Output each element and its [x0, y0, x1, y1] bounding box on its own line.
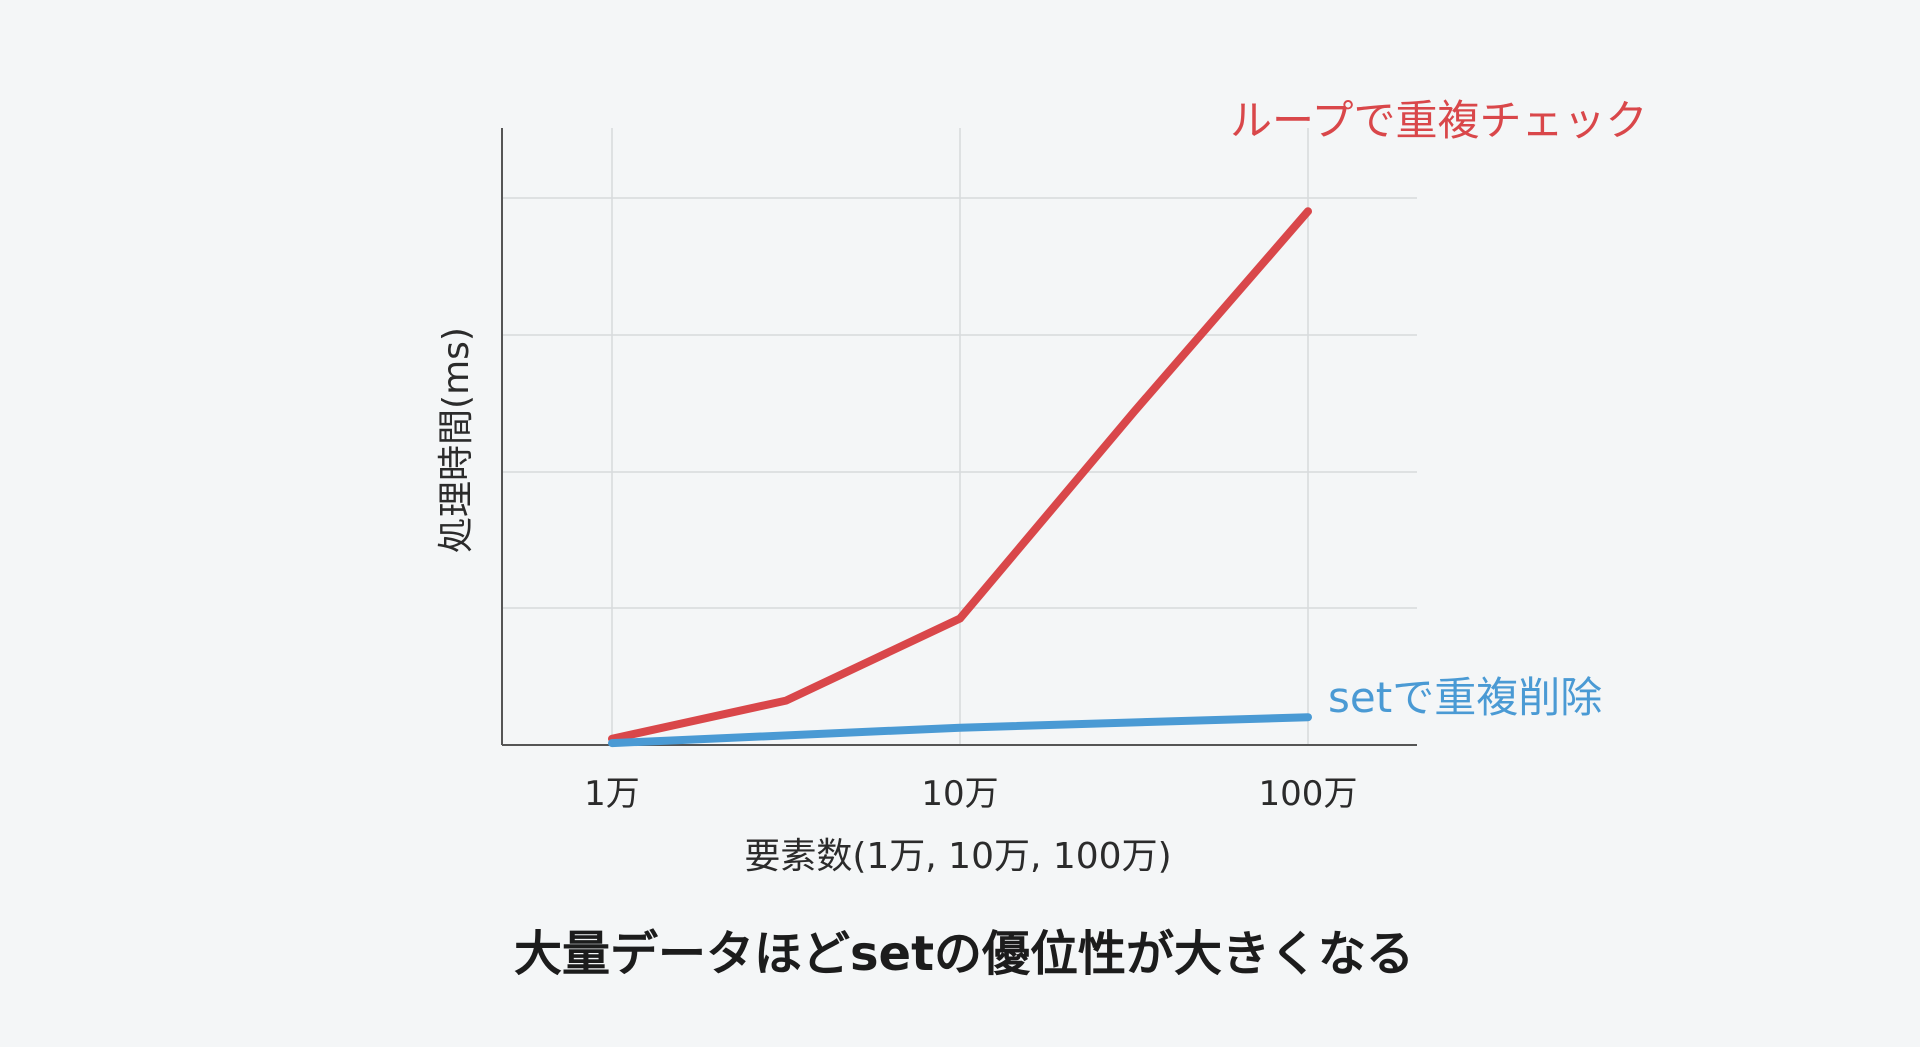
x-tick-labels: 1万 10万 100万 — [584, 774, 1357, 814]
series-label-set: setで重複削除 — [1328, 673, 1602, 722]
chart-caption: 大量データほどsetの優位性が大きくなる — [514, 926, 1414, 982]
x-tick-label: 1万 — [584, 774, 640, 814]
grid-lines — [502, 128, 1417, 745]
x-tick-label: 10万 — [921, 774, 998, 814]
series-lines — [608, 207, 1312, 748]
x-tick-label: 100万 — [1259, 774, 1358, 814]
y-axis-title: 処理時間(ms) — [436, 327, 477, 553]
series-labels: ループで重複チェック setで重複削除 — [1230, 96, 1647, 722]
x-axis-title: 要素数(1万, 10万, 100万) — [744, 836, 1171, 877]
series-label-loop: ループで重複チェック — [1230, 96, 1647, 145]
